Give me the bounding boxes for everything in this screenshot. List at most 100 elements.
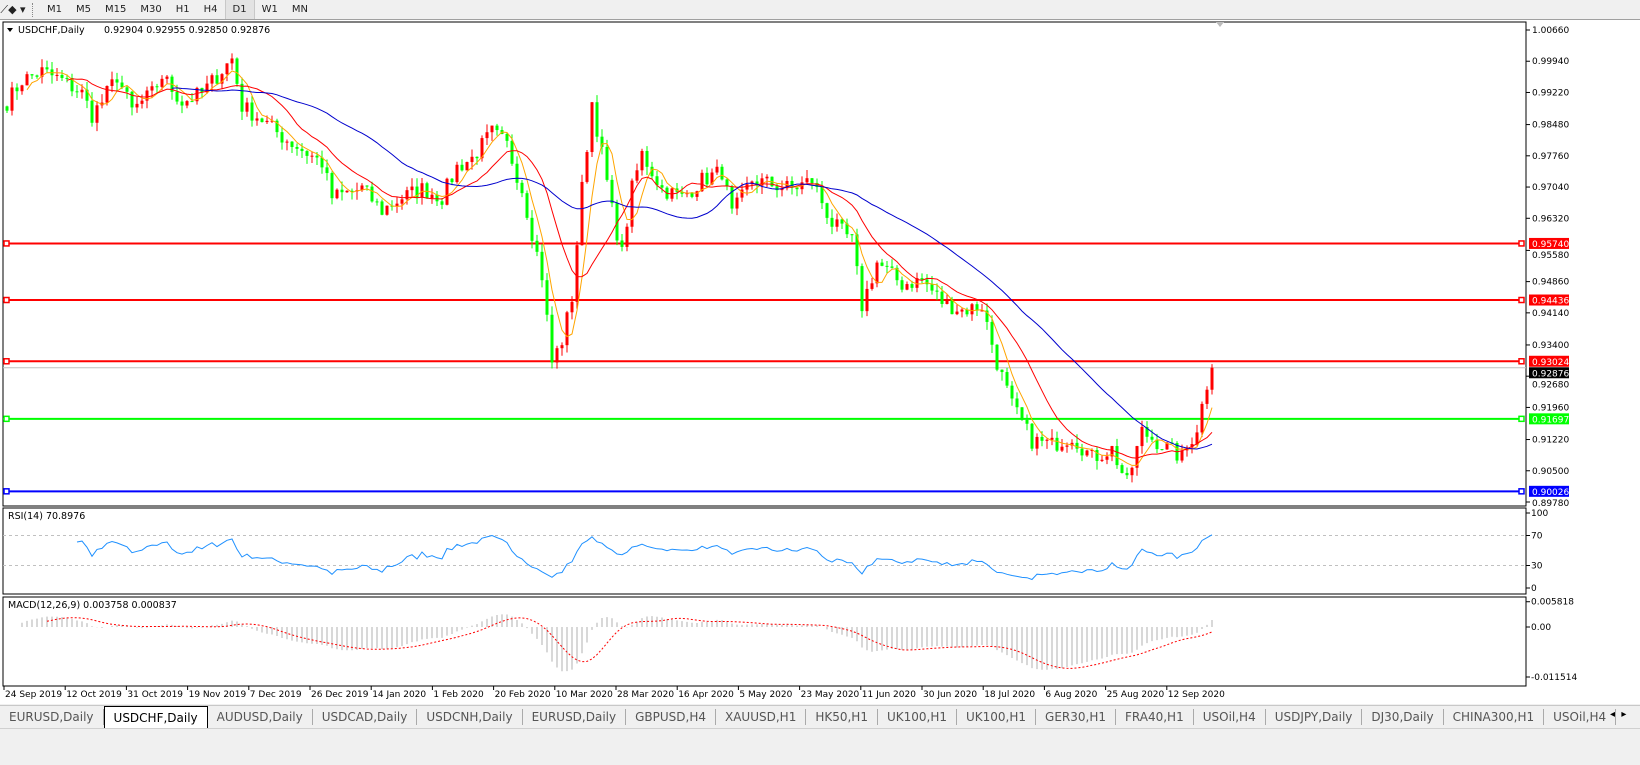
candle-body: [985, 310, 989, 322]
candle-body: [1080, 448, 1084, 456]
chart-tab[interactable]: GBPUSD,H4: [626, 709, 716, 725]
timeframe-m15[interactable]: M15: [105, 4, 127, 15]
candle-body: [120, 82, 124, 88]
candle-body: [205, 83, 209, 93]
candle-body: [1035, 436, 1039, 449]
chart-tab[interactable]: USDCNH,Daily: [417, 709, 523, 725]
chart-window[interactable]: 100 70 30 0 0.005818 0.00 -0.011514 1.00660 0.…: [0, 20, 1640, 704]
line-handle-icon[interactable]: [3, 415, 10, 423]
tab-scroll-arrows-icon[interactable]: ◂ ▸: [1610, 709, 1627, 720]
timeframe-m1[interactable]: M1: [47, 4, 62, 15]
candle-body: [640, 150, 644, 171]
candle-body: [165, 76, 169, 79]
timeframe-h4[interactable]: H4: [203, 4, 218, 15]
line-handle-icon[interactable]: [1518, 415, 1525, 423]
rsi-panel: [2, 507, 1527, 595]
candle-body: [1050, 437, 1054, 440]
candle-body: [290, 141, 294, 147]
chart-tab[interactable]: UK100,H1: [878, 709, 957, 725]
candle-body: [350, 190, 354, 192]
chart-tab[interactable]: FRA40,H1: [1116, 709, 1194, 725]
candle-body: [335, 189, 339, 199]
line-handle-icon[interactable]: [1518, 296, 1525, 304]
candle-body: [540, 251, 544, 281]
line-handle-icon[interactable]: [1518, 240, 1525, 247]
candle-body: [970, 304, 974, 315]
date-label: 5 May 2020: [739, 690, 792, 700]
candle-body: [1160, 449, 1164, 451]
candle-body: [850, 234, 854, 236]
toolbar-grip[interactable]: [32, 2, 36, 17]
candle-body: [790, 180, 794, 188]
candle-body: [630, 180, 634, 227]
timeframe-m30[interactable]: M30: [140, 4, 162, 15]
candle-body: [1190, 444, 1194, 448]
candle-body: [825, 203, 829, 218]
chart-tab[interactable]: AUDUSD,Daily: [208, 709, 313, 725]
candle-body: [375, 201, 379, 203]
chart-tab[interactable]: USOil,H4: [1194, 709, 1266, 725]
candle-body: [890, 266, 894, 268]
line-handle-icon[interactable]: [3, 296, 10, 304]
price-tick-label: 0.91960: [1532, 403, 1569, 413]
candle-body: [565, 312, 569, 346]
chart-tab[interactable]: XAUUSD,H1: [716, 709, 807, 725]
timeframe-w1[interactable]: W1: [261, 4, 278, 15]
candle-body: [190, 101, 194, 103]
chart-tab[interactable]: GER30,H1: [1036, 709, 1116, 725]
chart-tab[interactable]: CHINA300,H1: [1444, 709, 1545, 725]
timeframe-h1[interactable]: H1: [175, 4, 190, 15]
date-label: 30 Jun 2020: [923, 690, 977, 700]
chart-tab[interactable]: USDJPY,Daily: [1266, 709, 1363, 725]
candle-body: [1150, 436, 1154, 440]
chart-tab[interactable]: HK50,H1: [806, 709, 878, 725]
candle-body: [1025, 419, 1029, 424]
timeframe-m5[interactable]: M5: [76, 4, 91, 15]
line-handle-icon[interactable]: [1518, 488, 1525, 495]
candle-body: [360, 185, 364, 191]
candle-body: [820, 187, 824, 204]
chart-tab[interactable]: USDCAD,Daily: [313, 709, 418, 725]
candle-body: [930, 284, 934, 291]
timeframe-mn[interactable]: MN: [291, 4, 308, 15]
chart-shift-marker-icon[interactable]: [1216, 22, 1224, 27]
candle-body: [580, 181, 584, 246]
chart-tab[interactable]: USDCHF,Daily: [103, 706, 208, 729]
chart-tab[interactable]: UK100,H1: [957, 709, 1037, 725]
line-handle-icon[interactable]: [1518, 358, 1525, 365]
candle-body: [340, 189, 344, 193]
date-label: 20 Feb 2020: [495, 690, 551, 700]
candle-body: [305, 151, 309, 156]
candle-body: [475, 156, 479, 159]
timeframe-d1[interactable]: D1: [224, 0, 255, 19]
price-tick-label: 0.98480: [1532, 121, 1569, 131]
candle-body: [325, 167, 329, 174]
candle-body: [935, 290, 939, 292]
chart-tab[interactable]: DJ30,Daily: [1362, 709, 1444, 725]
candle-body: [440, 201, 444, 205]
chart-tab[interactable]: USOil,H4: [1544, 709, 1617, 725]
candle-body: [45, 67, 49, 70]
candle-body: [595, 102, 599, 137]
macd-tick-label: 0.005818: [1531, 598, 1574, 608]
candle-body: [600, 136, 604, 147]
line-tools-icon[interactable]: ⟋◆ ▾: [0, 2, 26, 16]
candle-body: [80, 89, 84, 93]
candle-body: [840, 219, 844, 224]
candle-body: [695, 191, 699, 197]
chart-tab[interactable]: EURUSD,Daily: [523, 709, 627, 725]
collapse-triangle-icon[interactable]: [7, 28, 13, 32]
candle-body: [35, 75, 39, 77]
chart-ohlc-values: 0.92904 0.92955 0.92850 0.92876: [104, 25, 270, 36]
line-handle-icon[interactable]: [3, 240, 10, 247]
line-handle-icon[interactable]: [3, 488, 10, 495]
candle-body: [1135, 446, 1139, 468]
candle-body: [845, 223, 849, 235]
candle-body: [855, 234, 859, 267]
candle-body: [150, 86, 154, 91]
line-handle-icon[interactable]: [3, 358, 10, 365]
price-tick-label: 0.94860: [1532, 278, 1569, 288]
chart-tab[interactable]: EURUSD,Daily: [0, 709, 104, 725]
candle-body: [605, 146, 609, 180]
candle-body: [140, 100, 144, 104]
